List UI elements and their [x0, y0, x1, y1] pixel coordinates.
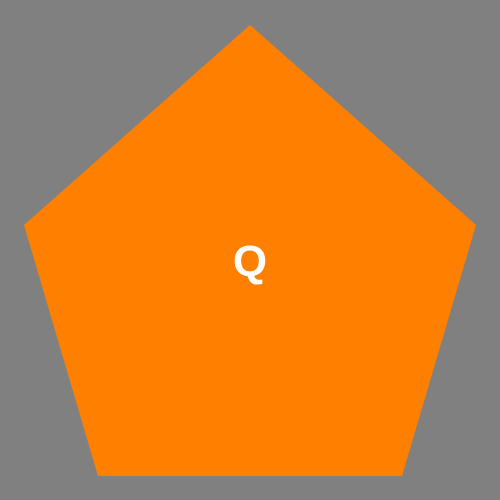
pentagon: [24, 25, 476, 476]
shape-label: Q: [232, 237, 268, 286]
